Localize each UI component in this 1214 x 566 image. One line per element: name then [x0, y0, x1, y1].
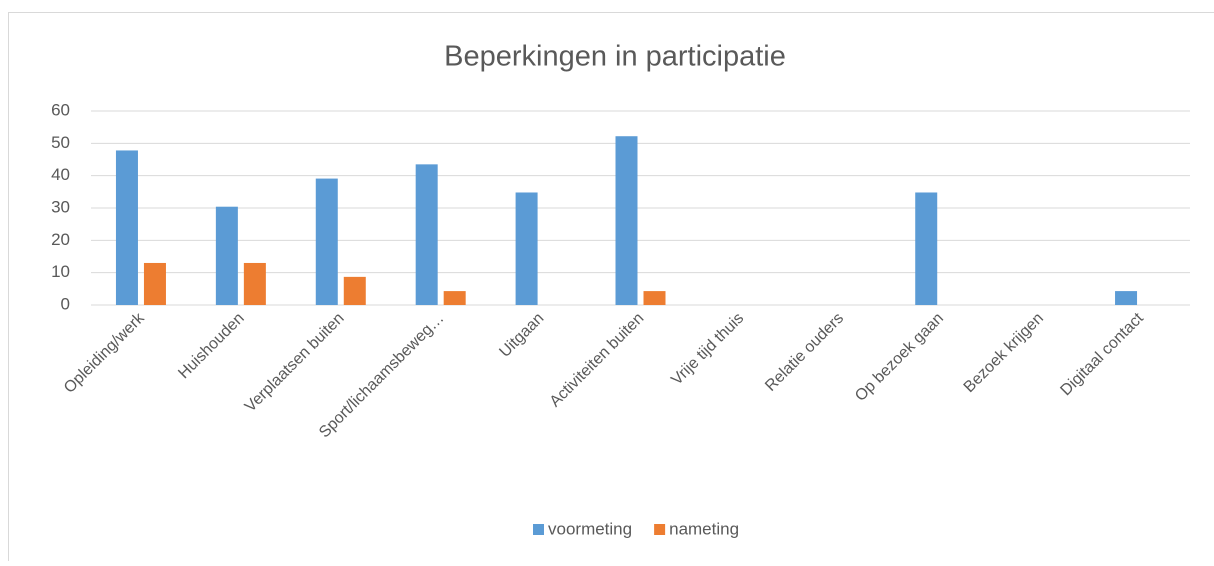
y-tick-label: 10 [51, 262, 70, 281]
legend-swatch [533, 524, 544, 535]
bar [1115, 291, 1137, 305]
y-tick-label: 0 [61, 294, 70, 313]
bar [144, 263, 166, 305]
legend-label: voormeting [548, 519, 632, 538]
y-tick-label: 60 [51, 100, 70, 119]
bar [116, 150, 138, 305]
chart-frame [9, 13, 1214, 562]
y-tick-label: 20 [51, 230, 70, 249]
bar [516, 192, 538, 305]
bar [444, 291, 466, 305]
y-tick-label: 50 [51, 133, 70, 152]
bar [644, 291, 666, 305]
bar [344, 277, 366, 305]
bar [416, 164, 438, 305]
bar [316, 179, 338, 305]
chart-title: Beperkingen in participatie [444, 41, 786, 73]
legend-label: nameting [669, 519, 739, 538]
bar [915, 192, 937, 305]
legend-swatch [654, 524, 665, 535]
y-tick-label: 30 [51, 197, 70, 216]
bar [244, 263, 266, 305]
bar [216, 207, 238, 305]
bar [616, 136, 638, 305]
y-tick-label: 40 [51, 165, 70, 184]
